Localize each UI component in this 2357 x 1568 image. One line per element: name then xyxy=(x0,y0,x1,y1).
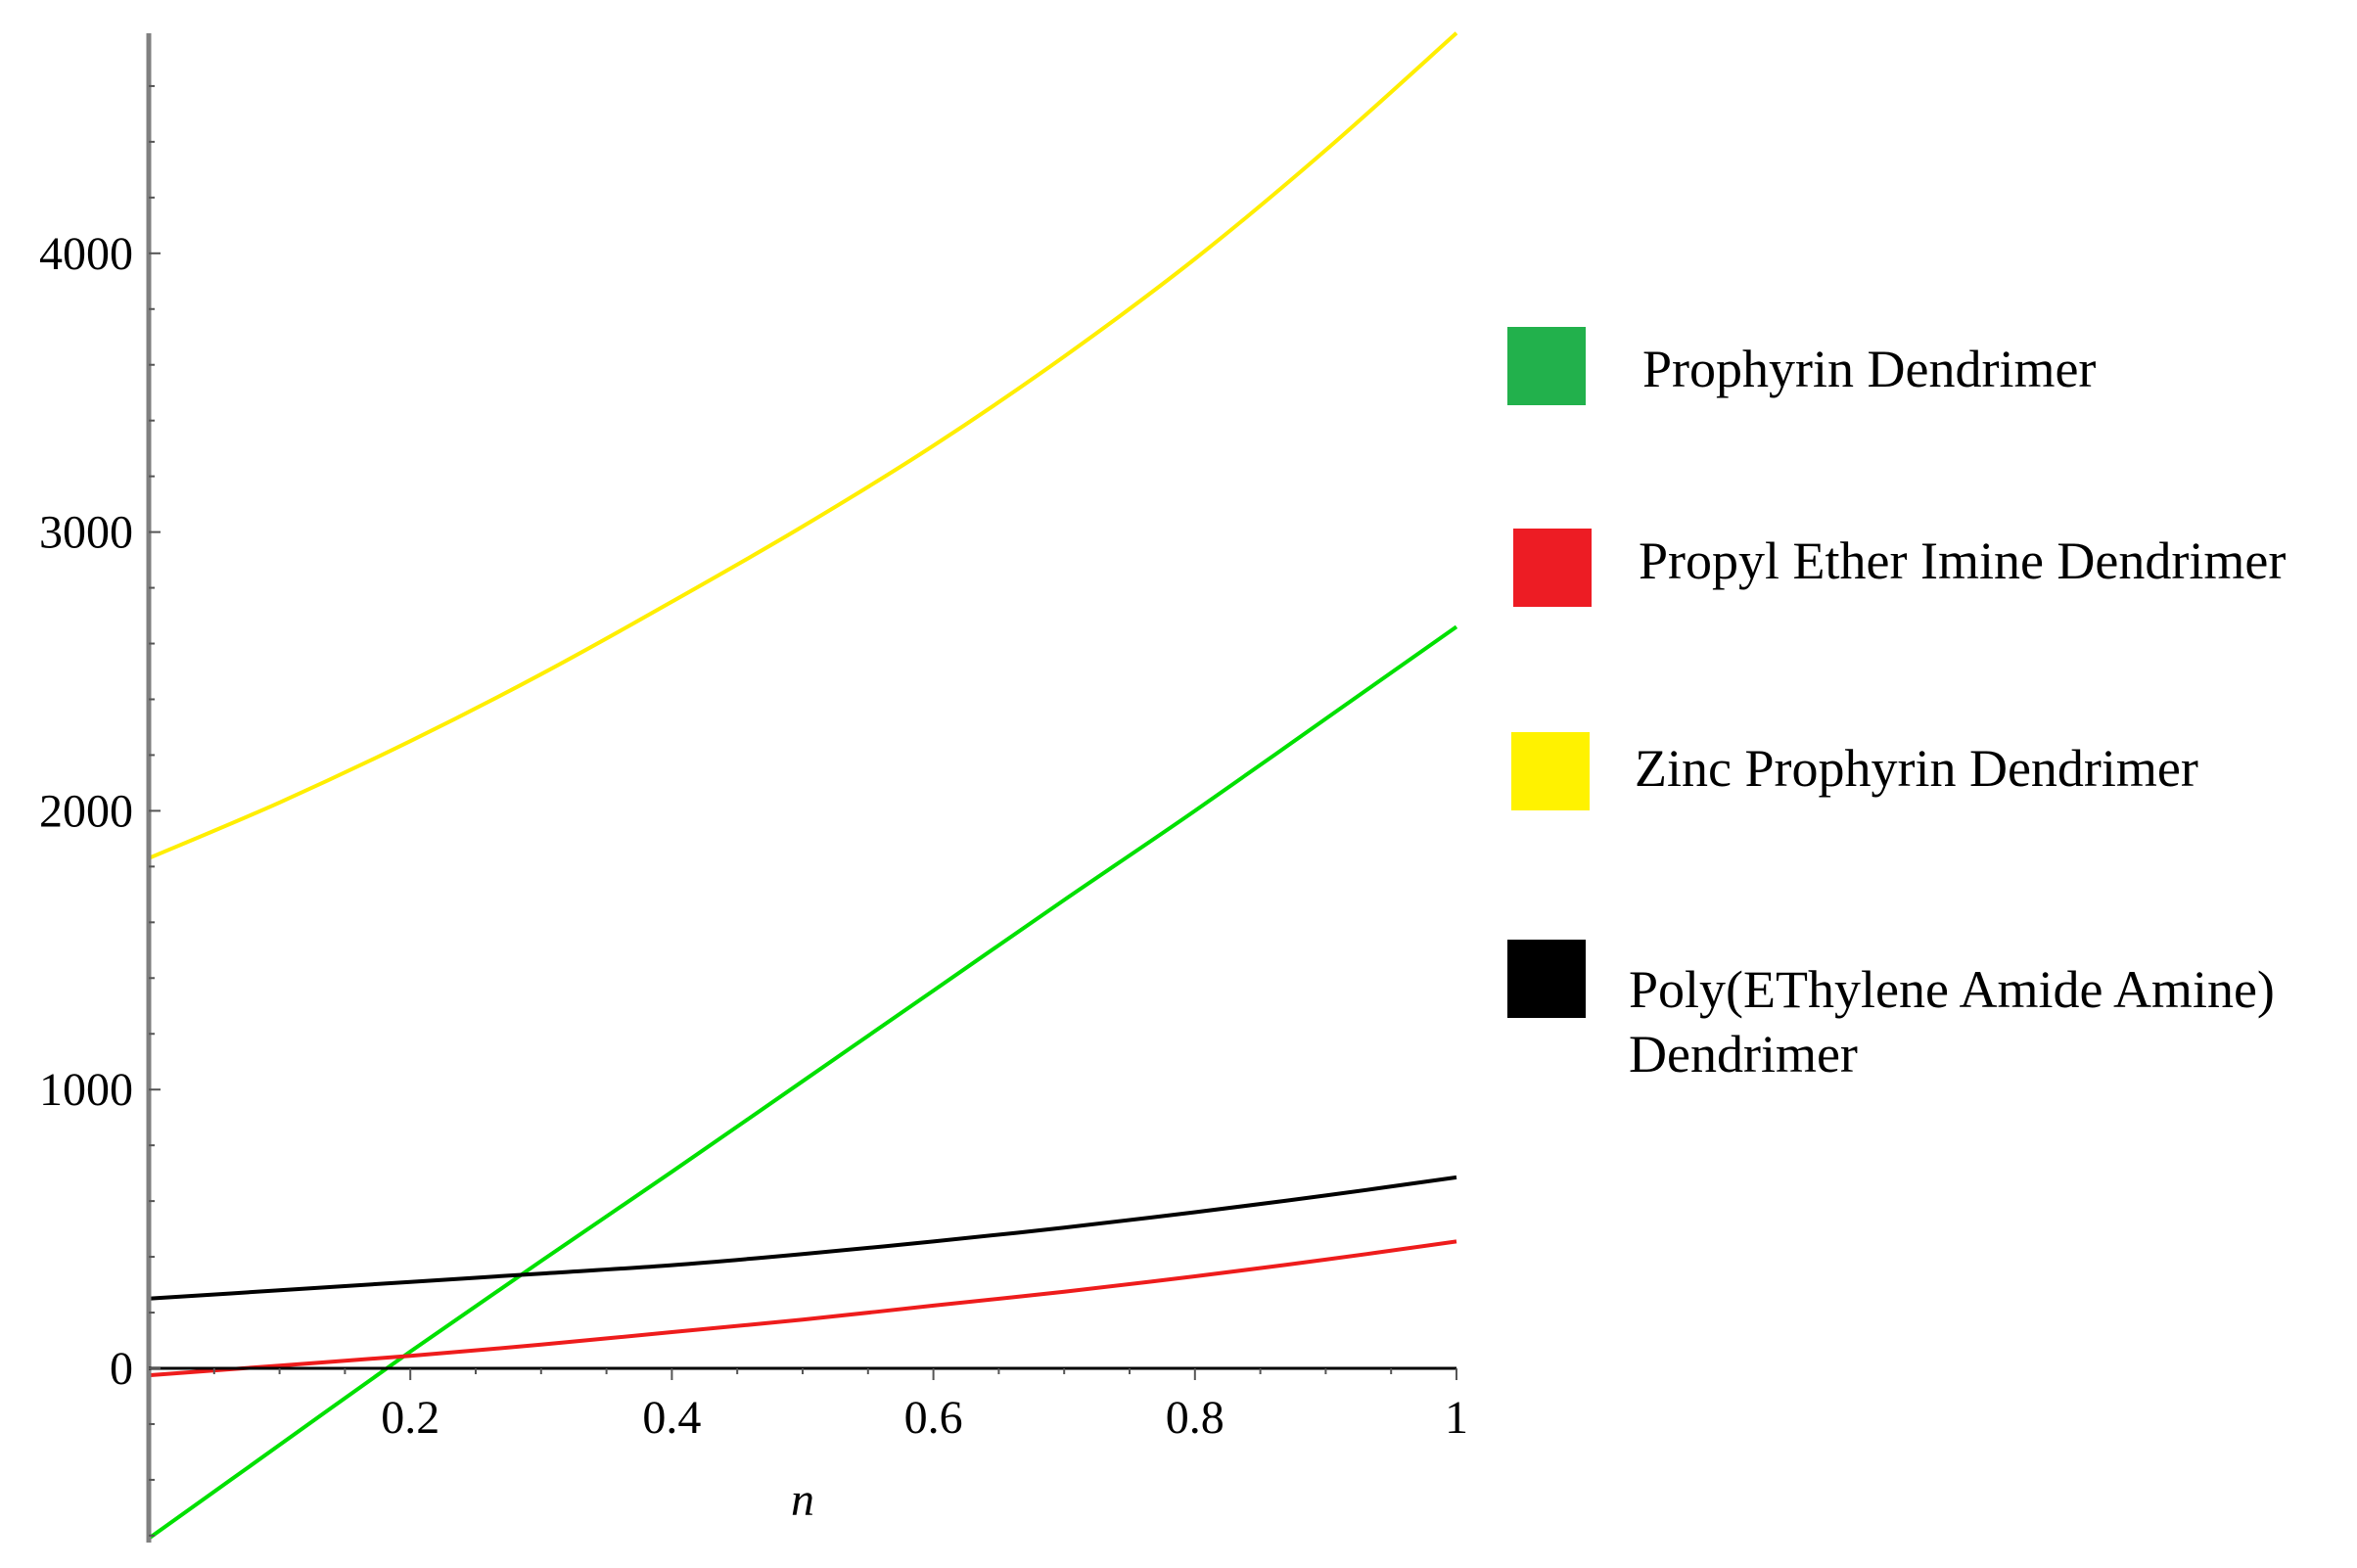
legend-swatch-yellow xyxy=(1511,732,1590,810)
y-tick-label-4000: 4000 xyxy=(39,228,133,280)
x-tick-label-0.4: 0.4 xyxy=(642,1392,701,1444)
axes xyxy=(146,33,1457,1543)
legend-item-zinc-prophyrin: Zinc Prophyrin Dendrimer xyxy=(1511,732,2339,810)
series-lines xyxy=(147,31,1458,1541)
legend-label-zinc-prophyrin: Zinc Prophyrin Dendrimer xyxy=(1635,739,2198,798)
legend-item-poly-ethylene-amide-amine: Poly(EThylene Amide Amine) Dendrimer xyxy=(1507,940,2314,1086)
tick-labels: 0 1000 2000 3000 4000 0.2 0.4 0.6 0.8 1 xyxy=(39,228,1468,1444)
legend-item-prophyrin: Prophyrin Dendrimer xyxy=(1507,327,2347,405)
x-axis-label: n xyxy=(791,1474,814,1526)
y-tick-label-0: 0 xyxy=(110,1343,133,1395)
y-tick-label-1000: 1000 xyxy=(39,1064,133,1116)
series-line-2 xyxy=(148,1239,1457,1378)
legend: Prophyrin Dendrimer Propyl Ether Imine D… xyxy=(1507,313,2349,1096)
x-tick-label-0.8: 0.8 xyxy=(1166,1392,1225,1444)
legend-swatch-black xyxy=(1507,940,1586,1018)
y-tick-label-2000: 2000 xyxy=(39,785,133,837)
legend-swatch-green xyxy=(1507,327,1586,405)
series-line-1 xyxy=(147,624,1458,1541)
x-tick-label-0.2: 0.2 xyxy=(381,1392,439,1444)
y-tick-label-3000: 3000 xyxy=(39,507,133,559)
legend-label-poly-ethylene-amide-amine: Poly(EThylene Amide Amine) Dendrimer xyxy=(1629,960,2275,1084)
series-line-4 xyxy=(148,1175,1457,1301)
legend-item-propyl-ether-imine: Propyl Ether Imine Dendrimer xyxy=(1513,529,2343,607)
series-line-3 xyxy=(148,31,1458,860)
x-tick-label-0.6: 0.6 xyxy=(904,1392,963,1444)
x-tick-label-1: 1 xyxy=(1445,1392,1468,1444)
legend-swatch-red xyxy=(1513,529,1592,607)
legend-label-prophyrin: Prophyrin Dendrimer xyxy=(1642,340,2097,398)
legend-label-propyl-ether-imine: Propyl Ether Imine Dendrimer xyxy=(1639,531,2287,590)
